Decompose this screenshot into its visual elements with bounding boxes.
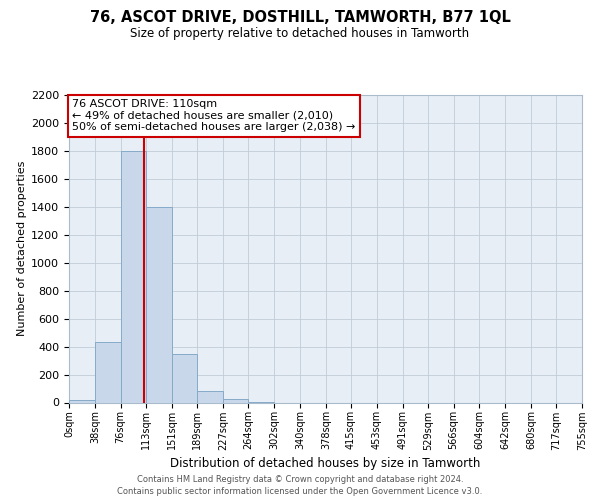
Bar (146, 207, 172, 402)
X-axis label: Distribution of detached houses by size in Tamworth: Distribution of detached houses by size … (170, 456, 481, 469)
Text: 76 ASCOT DRIVE: 110sqm
← 49% of detached houses are smaller (2,010)
50% of semi-: 76 ASCOT DRIVE: 110sqm ← 49% of detached… (73, 99, 356, 132)
Bar (121, 151, 146, 403)
Bar (197, 392, 223, 402)
Bar (95, 342, 121, 402)
Y-axis label: Number of detached properties: Number of detached properties (17, 161, 27, 336)
Text: Size of property relative to detached houses in Tamworth: Size of property relative to detached ho… (130, 28, 470, 40)
Text: Contains public sector information licensed under the Open Government Licence v3: Contains public sector information licen… (118, 486, 482, 496)
Text: 76, ASCOT DRIVE, DOSTHILL, TAMWORTH, B77 1QL: 76, ASCOT DRIVE, DOSTHILL, TAMWORTH, B77… (89, 10, 511, 25)
Bar (69, 400, 95, 402)
Bar (172, 354, 197, 403)
Text: Contains HM Land Registry data © Crown copyright and database right 2024.: Contains HM Land Registry data © Crown c… (137, 476, 463, 484)
Bar (223, 399, 248, 402)
